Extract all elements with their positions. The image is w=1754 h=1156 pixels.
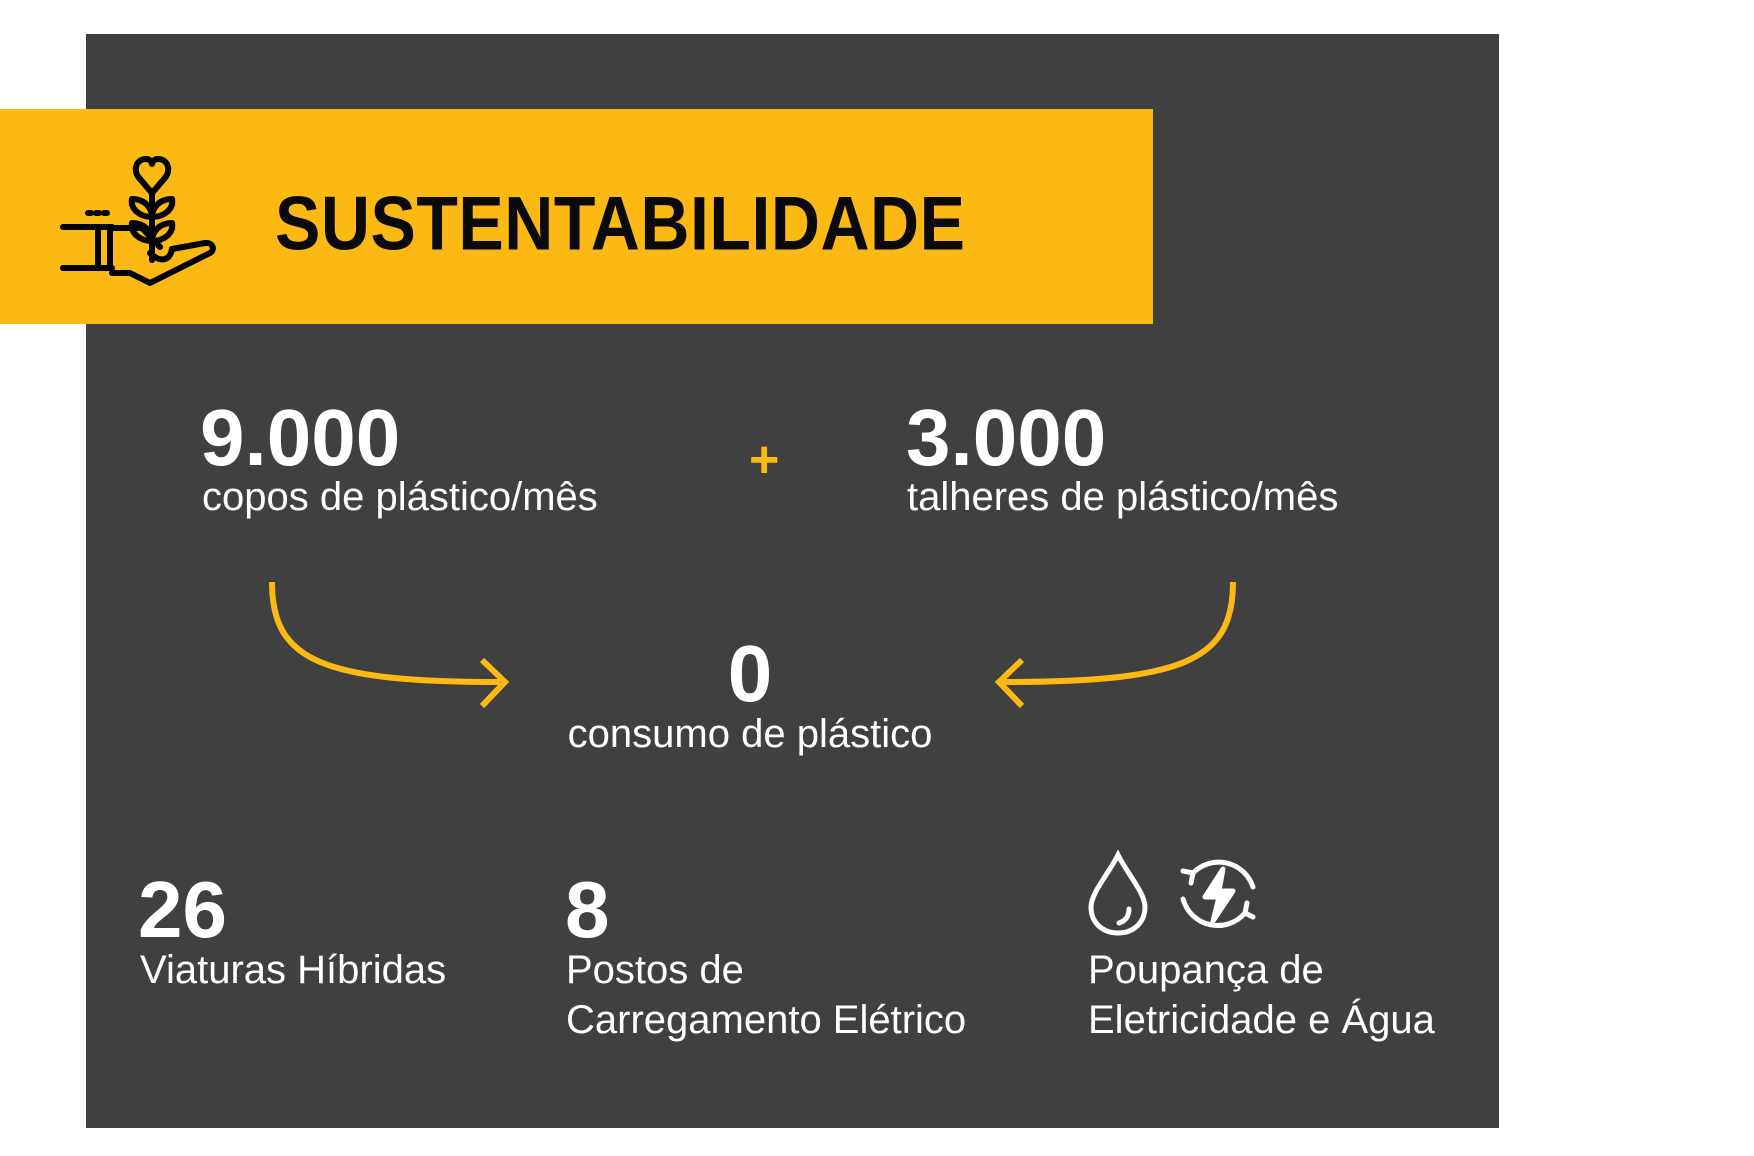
hand-holding-plant-icon (60, 156, 216, 286)
plastic-result-value: 0 (727, 629, 773, 718)
charging-stations-label-2: Carregamento Elétrico (566, 998, 967, 1042)
charging-stations-value: 8 (565, 865, 610, 954)
cups-value: 9.000 (200, 393, 401, 482)
charging-stations-label-1: Postos de (566, 948, 744, 992)
hybrid-vehicles-label: Viaturas Híbridas (140, 948, 447, 992)
plus-sign: + (749, 431, 780, 489)
cutlery-value: 3.000 (906, 393, 1107, 482)
cutlery-label: talheres de plástico/mês (907, 475, 1339, 519)
hybrid-vehicles-value: 26 (138, 865, 227, 954)
savings-label-2: Eletricidade e Água (1088, 998, 1435, 1042)
title-banner (0, 109, 1153, 324)
savings-label-1: Poupança de (1088, 948, 1324, 992)
water-drop-icon (1088, 849, 1148, 936)
energy-recycle-icon (1180, 859, 1256, 928)
plastic-result-label: consumo de plástico (567, 712, 933, 756)
cups-label: copos de plástico/mês (202, 475, 598, 519)
page-title: SUSTENTABILIDADE (275, 181, 966, 267)
